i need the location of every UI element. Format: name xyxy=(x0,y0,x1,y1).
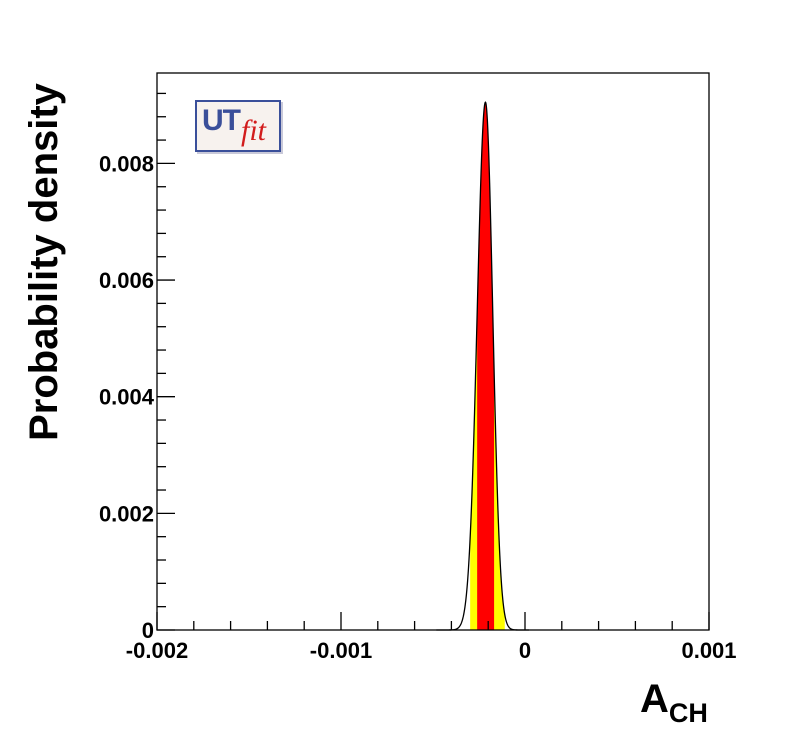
x-axis-title: ACH xyxy=(640,677,708,728)
x-axis-title-sub: CH xyxy=(669,698,708,728)
plot-frame xyxy=(156,72,710,631)
y-axis-ticks: 0 0.002 0.004 0.006 0.008 xyxy=(99,92,175,643)
x-tick-label: 0 xyxy=(519,638,531,663)
x-axis-ticks: -0.002 -0.001 0 0.001 xyxy=(126,612,737,663)
x-tick-label: 0.001 xyxy=(681,638,736,663)
x-tick-label: -0.001 xyxy=(310,638,372,663)
band-68pct xyxy=(477,102,495,631)
logo-text-fit: fit xyxy=(241,114,267,147)
y-tick-label: 0 xyxy=(142,618,154,643)
x-tick-label: -0.002 xyxy=(126,638,188,663)
utfit-logo: UT fit xyxy=(195,100,281,152)
y-tick-label: 0.008 xyxy=(99,151,154,176)
confidence-bands xyxy=(470,102,505,631)
y-tick-label: 0.002 xyxy=(99,501,154,526)
y-axis-title: Probability density xyxy=(22,82,66,441)
y-tick-label: 0.006 xyxy=(99,268,154,293)
x-axis-title-main: A xyxy=(640,677,669,721)
logo-text-ut: UT xyxy=(202,104,241,137)
y-tick-label: 0.004 xyxy=(99,385,155,410)
